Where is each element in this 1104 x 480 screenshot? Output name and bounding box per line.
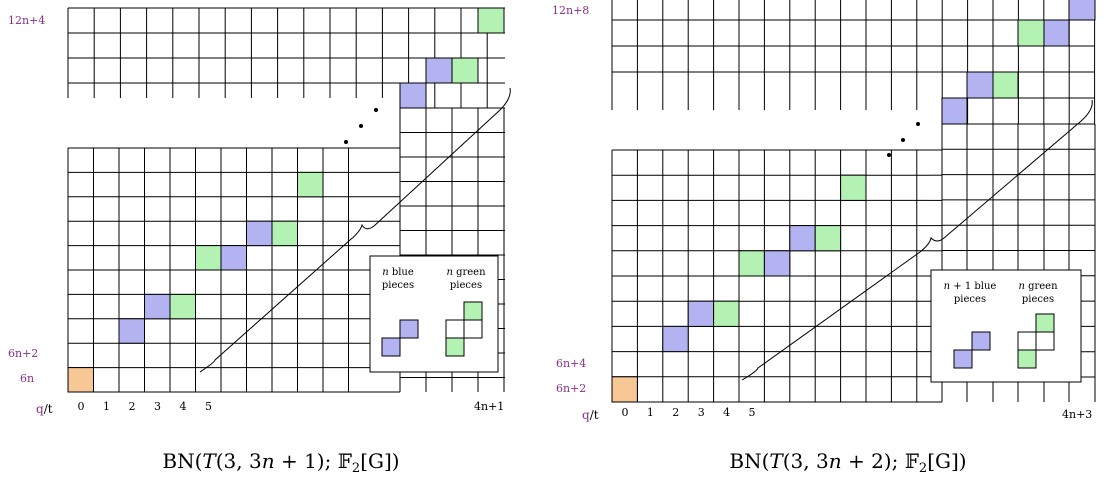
blue-cell	[941, 97, 968, 125]
x-tick-label: 2	[672, 406, 679, 419]
right-brace-curve	[741, 99, 1093, 381]
x-tick-label: 5	[205, 400, 212, 413]
right-legend-blue-cell	[971, 331, 991, 351]
blue-cell	[246, 220, 273, 247]
x-tick-label: 4	[180, 400, 187, 413]
right-legend-blue-line1: n + 1 blue	[944, 281, 997, 292]
right-legend-blue-cell	[953, 349, 973, 369]
blue-cell	[144, 293, 171, 320]
x-tick-label: 3	[154, 400, 161, 413]
left-x-tick-labels: 0 1 2 3 4 5	[78, 400, 213, 413]
right-legend-white-cell	[1017, 331, 1037, 351]
green-cell	[992, 71, 1019, 99]
green-cell	[297, 171, 324, 198]
left-legend-blue-line1: n blue	[382, 267, 414, 278]
right-legend-green-cell	[1035, 313, 1055, 333]
blue-cell	[687, 300, 715, 327]
right-axis-label: q/t	[582, 408, 599, 422]
right-legend-green-line2: pieces	[1022, 294, 1054, 305]
right-diagram: n + 1 blue pieces n green pieces 12n+8 6…	[552, 0, 1096, 476]
blue-cell	[1068, 0, 1096, 21]
x-tick-label: 5	[749, 406, 756, 419]
left-legend-white-cell	[445, 319, 465, 339]
left-y-label-mid: 6n+2	[8, 347, 38, 360]
x-tick-label: 1	[103, 400, 110, 413]
left-legend-green-line1: n green	[446, 267, 486, 278]
green-cell	[169, 293, 196, 320]
green-cell	[271, 220, 298, 247]
left-legend-green-cell	[445, 337, 465, 357]
right-y-label-mid: 6n+4	[556, 357, 586, 370]
left-caption: BN(T(3, 3n + 1); 𝔽2[G])	[162, 449, 399, 476]
right-x-end-label: 4n+3	[1062, 408, 1092, 421]
left-legend-box: n blue pieces n green pieces	[369, 255, 499, 373]
left-y-label-top: 12n+4	[8, 14, 45, 27]
left-colored-cells	[67, 7, 505, 393]
blue-cell	[763, 250, 791, 277]
left-legend-green-line2: pieces	[450, 280, 482, 291]
right-legend-box: n + 1 blue pieces n green pieces	[930, 269, 1082, 383]
green-cell	[840, 174, 867, 201]
right-lower-grid	[611, 149, 930, 403]
left-brace-curve	[199, 87, 511, 373]
blue-cell	[789, 225, 816, 252]
green-cell	[738, 250, 765, 277]
right-x-tick-labels: 0 1 2 3 4 5	[622, 406, 756, 419]
orange-cell	[67, 367, 94, 393]
left-legend-blue-cell	[381, 337, 401, 357]
blue-cell	[118, 318, 145, 344]
blue-cell	[425, 57, 453, 84]
left-upper-vertical-lines	[67, 8, 488, 108]
x-tick-label: 2	[129, 400, 136, 413]
green-cell	[713, 300, 740, 327]
x-tick-label: 3	[698, 406, 705, 419]
green-cell	[814, 225, 842, 252]
right-y-label-top: 12n+8	[552, 4, 589, 17]
left-legend-green-cell	[463, 301, 483, 321]
right-ellipsis-dots	[887, 122, 920, 157]
green-cell	[451, 57, 479, 84]
right-colored-cells	[611, 0, 1096, 403]
right-legend-green-line1: n green	[1018, 281, 1058, 292]
left-ellipsis-dots	[344, 108, 378, 144]
blue-cell	[662, 325, 689, 353]
x-tick-label: 4	[723, 406, 730, 419]
blue-cell	[1043, 19, 1070, 47]
blue-cell	[966, 71, 994, 99]
right-y-label-bottom: 6n+2	[556, 382, 586, 395]
right-legend-blue-line2: pieces	[954, 294, 986, 305]
left-legend-blue-line2: pieces	[382, 280, 414, 291]
right-legend-green-cell	[1017, 349, 1037, 369]
left-y-label-bottom: 6n	[20, 372, 34, 385]
left-axis-label: q/t	[36, 402, 53, 416]
green-cell	[1017, 19, 1045, 47]
left-lower-grid	[67, 147, 370, 393]
green-cell	[477, 7, 505, 34]
left-diagram: n blue pieces n green pieces 12n+4 6n+2 …	[8, 7, 511, 476]
x-tick-label: 0	[622, 406, 629, 419]
blue-cell	[399, 82, 427, 109]
right-caption: BN(T(3, 3n + 2); 𝔽2[G])	[729, 449, 966, 476]
right-legend-white-cell	[1035, 331, 1055, 351]
blue-cell	[220, 245, 247, 271]
right-upper-grid	[611, 0, 1096, 125]
orange-cell	[611, 376, 638, 403]
left-x-end-label: 4n+1	[474, 400, 504, 413]
green-cell	[195, 245, 222, 271]
left-legend-white-cell	[463, 319, 483, 339]
x-tick-label: 1	[647, 406, 654, 419]
x-tick-label: 0	[78, 400, 85, 413]
left-legend-blue-cell	[399, 319, 419, 339]
